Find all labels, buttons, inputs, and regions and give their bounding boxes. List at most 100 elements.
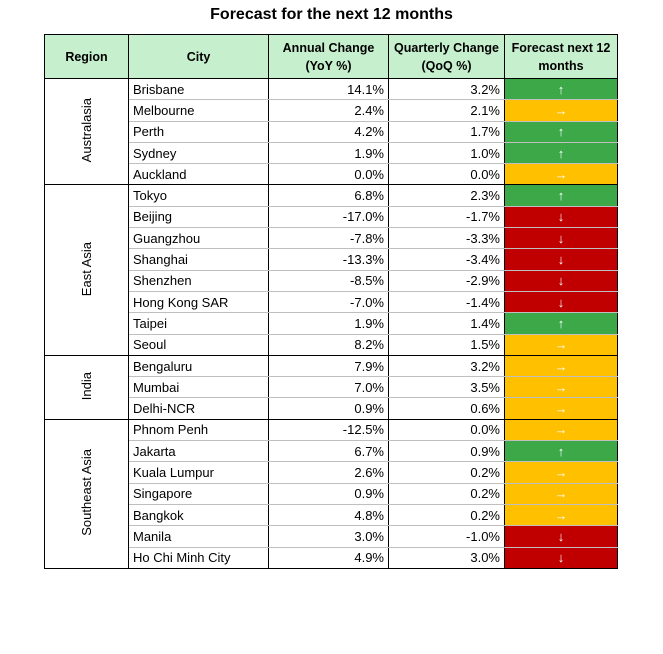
quarterly-cell: 1.5% bbox=[388, 333, 505, 356]
region-cell: India bbox=[44, 354, 129, 420]
annual-cell: 6.8% bbox=[268, 184, 389, 207]
forecast-cell: ↑ bbox=[504, 77, 618, 101]
forecast-cell: ↑ bbox=[504, 184, 618, 207]
quarterly-cell: -3.4% bbox=[388, 248, 505, 271]
quarterly-cell: -2.9% bbox=[388, 269, 505, 292]
city-cell: Delhi-NCR bbox=[128, 397, 269, 420]
table-row: Delhi-NCR 0.9% 0.6% → bbox=[45, 397, 618, 420]
annual-cell: -13.3% bbox=[268, 248, 389, 271]
region-cell: Australasia bbox=[44, 77, 129, 186]
table-row: Perth 4.2% 1.7% ↑ bbox=[45, 120, 618, 143]
header-cell: Quarterly Change (QoQ %) bbox=[388, 34, 505, 79]
annual-cell: 4.2% bbox=[268, 120, 389, 143]
table-row: Southeast Asia Phnom Penh -12.5% 0.0% → bbox=[44, 418, 618, 569]
annual-cell: -7.8% bbox=[268, 227, 389, 250]
quarterly-cell: 3.2% bbox=[388, 77, 505, 101]
quarterly-cell: 0.2% bbox=[388, 503, 505, 527]
table-row: Manila 3.0% -1.0% ↓ bbox=[45, 525, 618, 548]
forecast-cell: → bbox=[504, 333, 618, 356]
city-cell: Perth bbox=[128, 120, 269, 143]
annual-cell: 3.0% bbox=[268, 525, 389, 548]
forecast-cell: ↑ bbox=[504, 440, 618, 463]
city-cell: Jakarta bbox=[128, 440, 269, 463]
quarterly-cell: 0.0% bbox=[388, 418, 505, 442]
forecast-table: Region City Annual Change (YoY %) Quarte… bbox=[44, 34, 618, 569]
quarterly-cell: 1.7% bbox=[388, 120, 505, 143]
table-row: Kuala Lumpur 2.6% 0.2% → bbox=[45, 461, 618, 484]
table-row: East Asia Tokyo 6.8% 2.3% ↑ bbox=[44, 184, 618, 356]
annual-cell: 0.0% bbox=[268, 163, 389, 186]
forecast-cell: ↓ bbox=[504, 269, 618, 292]
table-row: Ho Chi Minh City 4.9% 3.0% ↓ bbox=[45, 546, 618, 569]
region-label: East Asia bbox=[79, 241, 94, 296]
table-header: Region City Annual Change (YoY %) Quarte… bbox=[44, 34, 618, 79]
city-cell: Shenzhen bbox=[128, 269, 269, 292]
annual-cell: 1.9% bbox=[268, 141, 389, 165]
table-row: Bangkok 4.8% 0.2% → bbox=[45, 503, 618, 527]
title: Forecast for the next 12 months bbox=[210, 6, 453, 23]
annual-cell: 4.8% bbox=[268, 503, 389, 527]
annual-cell: 0.9% bbox=[268, 397, 389, 420]
quarterly-cell: -1.7% bbox=[388, 205, 505, 229]
forecast-cell: → bbox=[504, 461, 618, 484]
annual-cell: 0.9% bbox=[268, 482, 389, 505]
annual-cell: -17.0% bbox=[268, 205, 389, 229]
header-cell: Region bbox=[44, 34, 129, 79]
table-row: Jakarta 6.7% 0.9% ↑ bbox=[45, 440, 618, 463]
forecast-cell: ↓ bbox=[504, 525, 618, 548]
quarterly-cell: 0.9% bbox=[388, 440, 505, 463]
table-row: Taipei 1.9% 1.4% ↑ bbox=[45, 312, 618, 335]
quarterly-cell: 3.5% bbox=[388, 376, 505, 399]
city-cell: Ho Chi Minh City bbox=[128, 546, 269, 569]
header-row: Region City Annual Change (YoY %) Quarte… bbox=[44, 34, 618, 79]
forecast-cell: → bbox=[504, 418, 618, 442]
table-row: Shanghai -13.3% -3.4% ↓ bbox=[45, 248, 618, 271]
table-row: Melbourne 2.4% 2.1% → bbox=[45, 99, 618, 122]
annual-cell: 2.4% bbox=[268, 99, 389, 122]
city-cell: Kuala Lumpur bbox=[128, 461, 269, 484]
city-cell: Shanghai bbox=[128, 248, 269, 271]
forecast-cell: → bbox=[504, 99, 618, 122]
annual-cell: 4.9% bbox=[268, 546, 389, 569]
quarterly-cell: 2.1% bbox=[388, 99, 505, 122]
quarterly-cell: -3.3% bbox=[388, 227, 505, 250]
city-cell: Phnom Penh bbox=[128, 418, 269, 442]
table-row: Seoul 8.2% 1.5% → bbox=[45, 333, 618, 356]
city-cell: Melbourne bbox=[128, 99, 269, 122]
forecast-cell: ↓ bbox=[504, 546, 618, 569]
annual-cell: -7.0% bbox=[268, 290, 389, 314]
quarterly-cell: 1.0% bbox=[388, 141, 505, 165]
city-cell: Beijing bbox=[128, 205, 269, 229]
city-cell: Manila bbox=[128, 525, 269, 548]
city-cell: Singapore bbox=[128, 482, 269, 505]
annual-cell: -12.5% bbox=[268, 418, 389, 442]
city-cell: Bengaluru bbox=[128, 354, 269, 378]
forecast-cell: → bbox=[504, 354, 618, 378]
table-row: Singapore 0.9% 0.2% → bbox=[45, 482, 618, 505]
header-cell: Forecast next 12 months bbox=[504, 34, 618, 79]
annual-cell: 7.9% bbox=[268, 354, 389, 378]
table-row: Auckland 0.0% 0.0% → bbox=[45, 163, 618, 186]
city-cell: Sydney bbox=[128, 141, 269, 165]
annual-cell: 8.2% bbox=[268, 333, 389, 356]
quarterly-cell: 3.2% bbox=[388, 354, 505, 378]
table-row: Australasia Brisbane 14.1% 3.2% ↑ bbox=[44, 77, 618, 186]
annual-cell: -8.5% bbox=[268, 269, 389, 292]
region-label: India bbox=[79, 371, 94, 400]
region-cell: East Asia bbox=[44, 184, 129, 356]
header-cell: City bbox=[128, 34, 269, 79]
region-cell: Southeast Asia bbox=[44, 418, 129, 569]
quarterly-cell: 0.2% bbox=[388, 482, 505, 505]
table-row: India Bengaluru 7.9% 3.2% → bbox=[44, 354, 618, 420]
table-body: Australasia Brisbane 14.1% 3.2% ↑ Melbourne 2.… bbox=[44, 77, 618, 569]
quarterly-cell: 3.0% bbox=[388, 546, 505, 569]
table-row: Shenzhen -8.5% -2.9% ↓ bbox=[45, 269, 618, 292]
forecast-cell: ↑ bbox=[504, 141, 618, 165]
region-label: Australasia bbox=[79, 98, 94, 163]
forecast-cell: → bbox=[504, 503, 618, 527]
city-cell: Taipei bbox=[128, 312, 269, 335]
forecast-cell: → bbox=[504, 397, 618, 420]
annual-cell: 6.7% bbox=[268, 440, 389, 463]
quarterly-cell: -1.4% bbox=[388, 290, 505, 314]
